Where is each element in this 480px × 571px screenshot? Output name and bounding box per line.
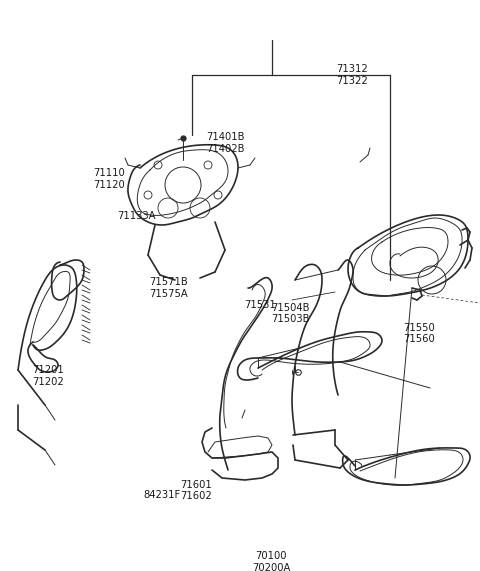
Text: 71504B
71503B: 71504B 71503B: [271, 303, 310, 324]
Text: 71110
71120: 71110 71120: [94, 168, 125, 190]
Text: 71550
71560: 71550 71560: [403, 323, 435, 344]
Text: 71201
71202: 71201 71202: [33, 365, 64, 387]
Text: 70100
70200A: 70100 70200A: [252, 551, 290, 571]
Text: 71401B
71402B: 71401B 71402B: [206, 132, 245, 154]
Text: 71312
71322: 71312 71322: [336, 64, 368, 86]
Text: 71133A: 71133A: [118, 211, 156, 222]
Text: 84231F: 84231F: [143, 490, 180, 500]
Text: 71531: 71531: [244, 300, 276, 310]
Text: 71571B
71575A: 71571B 71575A: [149, 277, 188, 299]
Text: 71601
71602: 71601 71602: [180, 480, 212, 501]
